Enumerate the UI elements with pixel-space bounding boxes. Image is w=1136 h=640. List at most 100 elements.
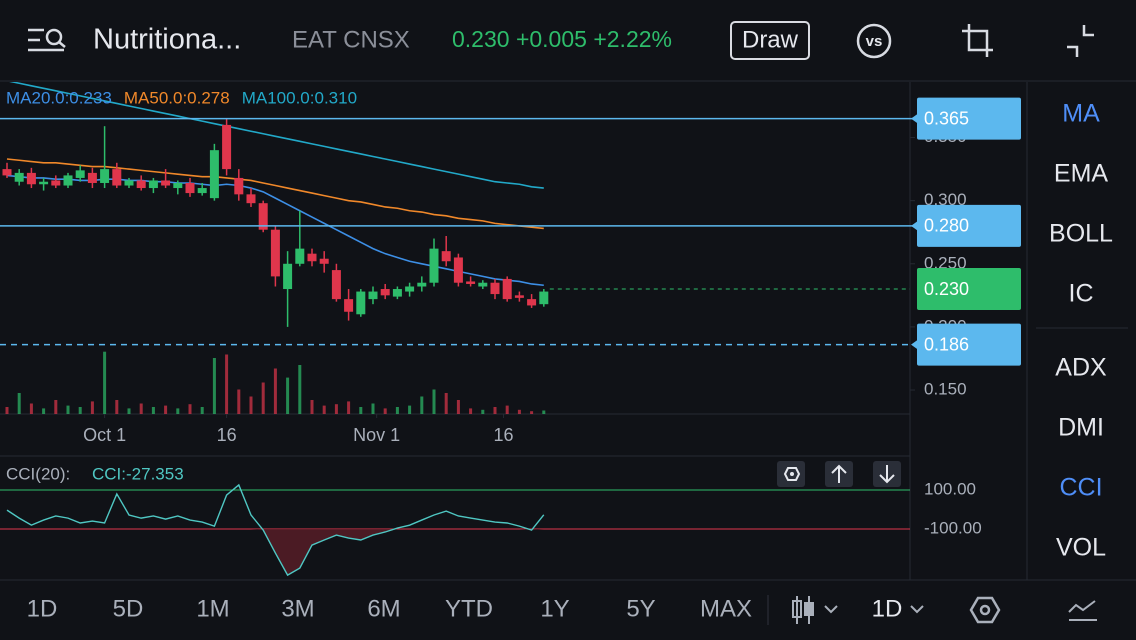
indicator-option[interactable]: IC: [1069, 280, 1094, 308]
candle-body: [502, 278, 512, 300]
candle-body: [453, 257, 463, 283]
indicator-option[interactable]: VOL: [1056, 534, 1106, 562]
volume-bar: [286, 377, 290, 414]
footer: 1D 5D 1M 3M 6M YTD 1Y 5Y MAX 1D: [27, 595, 1097, 625]
volume-bar: [237, 389, 241, 414]
menu-search-icon[interactable]: [28, 28, 66, 52]
indicator-option[interactable]: EMA: [1054, 160, 1109, 188]
x-tick-label: 16: [494, 425, 514, 445]
indicator-panel: MA EMA BOLL IC ADX DMI CCI VOL: [1049, 100, 1113, 562]
candle-body: [51, 180, 61, 186]
candle-body: [295, 248, 305, 264]
candle-body: [417, 282, 427, 287]
draw-button[interactable]: Draw: [730, 21, 810, 60]
volume-bar: [29, 403, 33, 414]
price-label-box: [917, 97, 1021, 140]
price-label: 0.186: [924, 334, 969, 354]
volume-bar: [17, 393, 21, 414]
candle-body: [148, 180, 158, 189]
range-option[interactable]: YTD: [445, 595, 493, 622]
candle-body: [161, 180, 171, 186]
crop-button[interactable]: [962, 24, 993, 57]
indicator-option[interactable]: CCI: [1059, 474, 1102, 502]
candle-body: [490, 282, 500, 295]
settings-button[interactable]: [969, 596, 1001, 624]
cci-value: CCI:-27.353: [92, 464, 184, 483]
cci-plot: [0, 483, 910, 577]
candle-body: [344, 299, 354, 312]
cci-settings[interactable]: [777, 461, 805, 487]
stock-name: Nutritiona...: [93, 24, 241, 56]
candle-body: [234, 177, 244, 195]
chart-type-button[interactable]: [792, 596, 838, 624]
volume-bar: [371, 403, 375, 414]
volume-bar: [420, 396, 424, 414]
volume-bar: [310, 400, 314, 414]
price-label: 0.365: [924, 108, 969, 128]
volume-bar: [517, 409, 521, 414]
volume-bar: [66, 405, 70, 414]
x-tick-label: 16: [217, 425, 237, 445]
range-option[interactable]: 5D: [113, 595, 144, 622]
range-option[interactable]: 6M: [367, 595, 400, 622]
range-option[interactable]: 3M: [281, 595, 314, 622]
volume-bar: [54, 400, 58, 414]
volume-bar: [200, 407, 204, 414]
candle-body: [331, 270, 341, 300]
candle-body: [258, 203, 268, 230]
range-option[interactable]: 5Y: [626, 595, 655, 622]
range-option[interactable]: 1D: [27, 595, 58, 622]
volume-bar: [395, 407, 399, 414]
price-label-pointer: [911, 339, 918, 350]
moving-average-legend: MA50.0:0.278: [124, 88, 230, 107]
candle-body: [246, 194, 256, 204]
candle-body: [87, 172, 97, 183]
candle-body: [63, 175, 73, 186]
candle-body: [100, 169, 110, 183]
candle-body: [283, 263, 293, 290]
volume-bar: [151, 407, 155, 414]
candle-body: [173, 182, 183, 189]
candle-body: [539, 291, 549, 305]
volume-bar: [127, 408, 131, 414]
volume-bar: [273, 368, 277, 414]
collapse-button[interactable]: [1067, 25, 1094, 57]
volume-bar: [115, 400, 119, 414]
range-option[interactable]: MAX: [700, 595, 752, 622]
indicator-option[interactable]: DMI: [1058, 414, 1104, 442]
candle-body: [466, 281, 476, 284]
candle-body: [405, 286, 415, 292]
volume-bar: [408, 405, 412, 414]
indicator-option[interactable]: MA: [1062, 100, 1100, 128]
moving-average-line: [9, 82, 544, 189]
candle-body: [136, 180, 146, 189]
range-option[interactable]: 1M: [196, 595, 229, 622]
candle-body: [319, 258, 329, 264]
cci-move-down[interactable]: [873, 461, 901, 487]
volume-bar: [493, 407, 497, 414]
cci-move-up[interactable]: [825, 461, 853, 487]
volume-bar: [530, 411, 534, 414]
compare-label: vs: [866, 33, 883, 50]
price-chart: [2, 82, 910, 414]
candle-body: [514, 295, 524, 298]
price-label-box: [917, 204, 1021, 247]
compare-button[interactable]: vs: [856, 23, 892, 59]
cci-tick-label: -100.00: [924, 519, 982, 538]
price-label: 0.280: [924, 216, 969, 236]
volume-bar: [359, 407, 363, 414]
indicator-toggle[interactable]: [1068, 600, 1097, 621]
candle-body: [197, 188, 207, 194]
range-option[interactable]: 1Y: [540, 595, 569, 622]
y-tick-label: 0.150: [924, 379, 967, 398]
indicator-option[interactable]: ADX: [1055, 354, 1107, 382]
candle-body: [307, 253, 317, 262]
candle-body: [392, 289, 402, 297]
candle-body: [112, 169, 122, 186]
volume-bar: [456, 400, 460, 414]
interval-option[interactable]: 1D: [872, 595, 903, 622]
indicator-option[interactable]: BOLL: [1049, 220, 1113, 248]
ticker: EAT CNSX: [292, 26, 410, 53]
volume-bar: [444, 393, 448, 414]
